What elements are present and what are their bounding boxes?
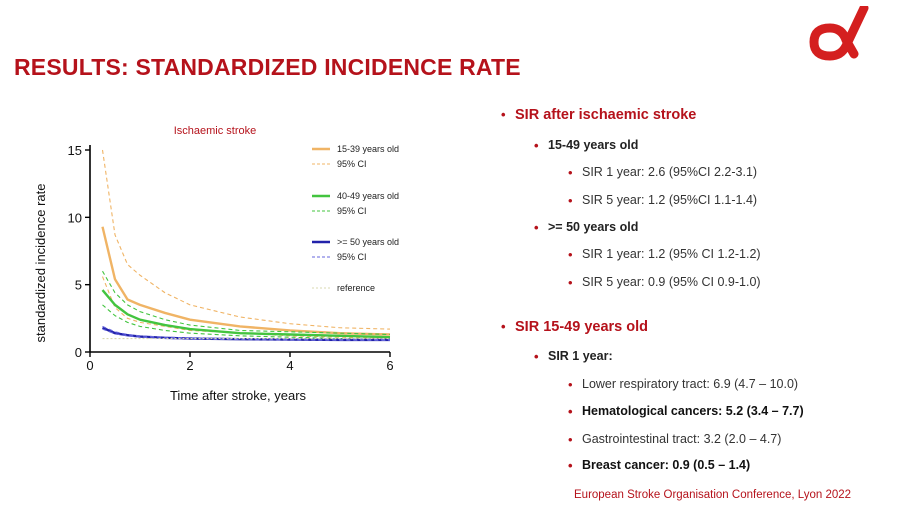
bullet-sir-ischaemic: • SIR after ischaemic stroke [501, 107, 697, 123]
series-line-1 [101, 149, 391, 330]
legend-label: 95% CI [337, 206, 367, 216]
x-axis-label: Time after stroke, years [170, 388, 307, 403]
bullet-sir-15-49: • SIR 15-49 years old [501, 319, 648, 335]
legend-label: reference [337, 283, 375, 293]
y-tick-label: 0 [75, 345, 82, 360]
bullet-dot-icon: • [501, 319, 506, 334]
legend-label: 95% CI [337, 159, 367, 169]
bullet-item: • Breast cancer: 0.9 (0.5 – 1.4) [568, 458, 751, 473]
x-tick-label: 4 [286, 358, 293, 373]
bullet-dot-icon: • [568, 275, 573, 290]
bullet-dot-icon: • [568, 404, 573, 419]
x-tick-label: 6 [386, 358, 393, 373]
bullet-dot-icon: • [534, 220, 539, 235]
chart-title: Ischaemic stroke [174, 125, 257, 137]
x-tick-label: 2 [186, 358, 193, 373]
bullet-50-plus: • >= 50 years old [534, 220, 639, 235]
legend-label: >= 50 years old [337, 237, 399, 247]
bullet-item: • Gastrointestinal tract: 3.2 (2.0 – 4.7… [568, 432, 782, 447]
bullet-heading: SIR after ischaemic stroke [515, 107, 697, 123]
series-line-3 [101, 289, 391, 339]
bullet-dot-icon: • [568, 458, 573, 473]
bullet-dot-icon: • [568, 247, 573, 262]
bullet-dot-icon: • [534, 349, 539, 364]
sir-line-chart: Ischaemic stroke standardized incidence … [33, 125, 399, 403]
bullet-dot-icon: • [568, 193, 573, 208]
bullet-item: • SIR 5 year: 1.2 (95%CI 1.1-1.4) [568, 193, 758, 208]
bullet-dot-icon: • [568, 432, 573, 447]
legend-label: 40-49 years old [337, 191, 399, 201]
bullet-label: >= 50 years old [548, 220, 639, 234]
series-line-5 [102, 304, 391, 341]
legend-label: 95% CI [337, 252, 367, 262]
slide-title: RESULTS: STANDARDIZED INCIDENCE RATE [14, 54, 521, 80]
bullet-item: • Hematological cancers: 5.2 (3.4 – 7.7) [568, 404, 804, 419]
bullet-15-49: • 15-49 years old [534, 138, 639, 153]
y-tick-label: 10 [68, 210, 82, 225]
bullet-label: SIR 1 year: [548, 349, 613, 363]
y-axis-label: standardized incidence rate [33, 184, 48, 343]
x-tick-label: 0 [86, 358, 93, 373]
bullet-item: • SIR 1 year: 1.2 (95% CI 1.2-1.2) [568, 247, 761, 262]
alpha-logo-icon [809, 6, 869, 61]
series-line-0 [101, 226, 391, 336]
y-tick-label: 15 [68, 143, 82, 158]
bullet-item: • Lower respiratory tract: 6.9 (4.7 – 10… [568, 377, 799, 392]
series-line-4 [102, 270, 391, 336]
bullet-sir-1-year: • SIR 1 year: [534, 349, 613, 364]
bullet-item: • SIR 1 year: 2.6 (95%CI 2.2-3.1) [568, 165, 758, 180]
series-line-2 [101, 276, 391, 340]
bullet-label: 15-49 years old [548, 138, 639, 152]
bullet-heading: SIR 15-49 years old [515, 319, 648, 335]
series-line-8 [102, 328, 391, 341]
y-tick-label: 5 [75, 278, 82, 293]
bullet-dot-icon: • [534, 138, 539, 153]
bullet-dot-icon: • [501, 107, 506, 122]
legend-label: 15-39 years old [337, 144, 399, 154]
bullet-item: • SIR 5 year: 0.9 (95% CI 0.9-1.0) [568, 275, 761, 290]
footer-conference: European Stroke Organisation Conference,… [574, 489, 852, 501]
bullet-dot-icon: • [568, 377, 573, 392]
bullet-dot-icon: • [568, 165, 573, 180]
